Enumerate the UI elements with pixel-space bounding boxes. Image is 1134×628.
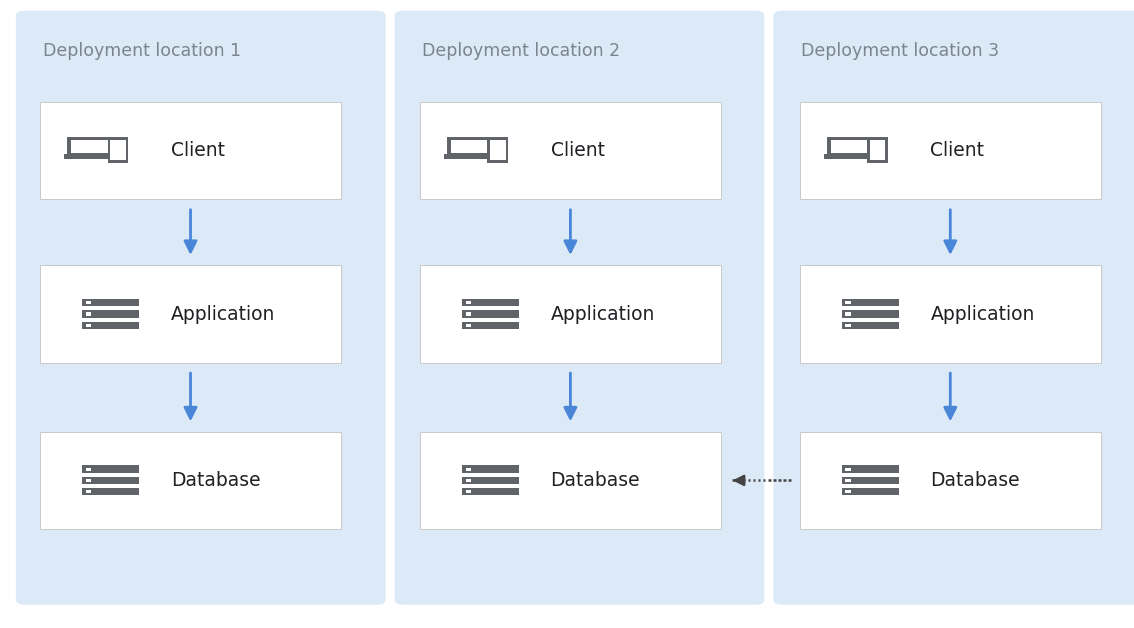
FancyBboxPatch shape bbox=[841, 465, 898, 473]
FancyBboxPatch shape bbox=[828, 137, 875, 156]
FancyBboxPatch shape bbox=[451, 139, 492, 153]
FancyBboxPatch shape bbox=[70, 139, 112, 153]
FancyBboxPatch shape bbox=[465, 301, 471, 305]
FancyBboxPatch shape bbox=[462, 322, 518, 329]
FancyBboxPatch shape bbox=[846, 467, 850, 471]
FancyBboxPatch shape bbox=[86, 312, 92, 315]
FancyBboxPatch shape bbox=[395, 11, 764, 605]
FancyBboxPatch shape bbox=[420, 432, 721, 529]
FancyBboxPatch shape bbox=[488, 137, 508, 163]
FancyBboxPatch shape bbox=[841, 322, 898, 329]
FancyBboxPatch shape bbox=[64, 154, 117, 159]
Text: Client: Client bbox=[551, 141, 604, 160]
FancyBboxPatch shape bbox=[82, 322, 139, 329]
FancyBboxPatch shape bbox=[801, 432, 1100, 529]
FancyBboxPatch shape bbox=[86, 490, 92, 494]
FancyBboxPatch shape bbox=[830, 139, 872, 153]
FancyBboxPatch shape bbox=[68, 137, 116, 156]
FancyBboxPatch shape bbox=[841, 477, 898, 484]
FancyBboxPatch shape bbox=[841, 310, 898, 318]
FancyBboxPatch shape bbox=[465, 479, 471, 482]
FancyBboxPatch shape bbox=[447, 137, 496, 156]
Text: Application: Application bbox=[551, 305, 655, 323]
FancyBboxPatch shape bbox=[465, 467, 471, 471]
FancyBboxPatch shape bbox=[841, 299, 898, 306]
FancyBboxPatch shape bbox=[462, 488, 518, 495]
FancyBboxPatch shape bbox=[801, 265, 1100, 363]
FancyBboxPatch shape bbox=[41, 432, 340, 529]
FancyBboxPatch shape bbox=[82, 488, 139, 495]
FancyBboxPatch shape bbox=[846, 301, 850, 305]
FancyBboxPatch shape bbox=[490, 140, 506, 160]
FancyBboxPatch shape bbox=[420, 102, 721, 199]
Text: Application: Application bbox=[171, 305, 276, 323]
FancyBboxPatch shape bbox=[41, 102, 340, 199]
FancyBboxPatch shape bbox=[462, 310, 518, 318]
FancyBboxPatch shape bbox=[846, 490, 850, 494]
FancyBboxPatch shape bbox=[86, 479, 92, 482]
FancyBboxPatch shape bbox=[108, 137, 128, 163]
FancyBboxPatch shape bbox=[82, 310, 139, 318]
Text: Deployment location 3: Deployment location 3 bbox=[801, 42, 999, 60]
Text: Database: Database bbox=[171, 471, 261, 490]
FancyBboxPatch shape bbox=[801, 102, 1100, 199]
FancyBboxPatch shape bbox=[823, 154, 877, 159]
FancyBboxPatch shape bbox=[420, 265, 721, 363]
FancyBboxPatch shape bbox=[110, 140, 126, 160]
FancyBboxPatch shape bbox=[82, 477, 139, 484]
FancyBboxPatch shape bbox=[82, 299, 139, 306]
Text: Client: Client bbox=[930, 141, 984, 160]
Text: Client: Client bbox=[171, 141, 225, 160]
FancyBboxPatch shape bbox=[82, 465, 139, 473]
FancyBboxPatch shape bbox=[41, 265, 340, 363]
FancyBboxPatch shape bbox=[841, 488, 898, 495]
FancyBboxPatch shape bbox=[773, 11, 1134, 605]
Text: Deployment location 2: Deployment location 2 bbox=[422, 42, 620, 60]
FancyBboxPatch shape bbox=[86, 324, 92, 327]
Text: Database: Database bbox=[930, 471, 1021, 490]
Text: Application: Application bbox=[930, 305, 1035, 323]
FancyBboxPatch shape bbox=[445, 154, 497, 159]
FancyBboxPatch shape bbox=[86, 467, 92, 471]
Text: Database: Database bbox=[551, 471, 641, 490]
FancyBboxPatch shape bbox=[846, 479, 850, 482]
FancyBboxPatch shape bbox=[868, 137, 888, 163]
FancyBboxPatch shape bbox=[462, 477, 518, 484]
FancyBboxPatch shape bbox=[870, 140, 886, 160]
Text: Deployment location 1: Deployment location 1 bbox=[43, 42, 242, 60]
FancyBboxPatch shape bbox=[86, 301, 92, 305]
FancyBboxPatch shape bbox=[846, 324, 850, 327]
FancyBboxPatch shape bbox=[465, 312, 471, 315]
FancyBboxPatch shape bbox=[465, 324, 471, 327]
FancyBboxPatch shape bbox=[465, 490, 471, 494]
FancyBboxPatch shape bbox=[462, 299, 518, 306]
FancyBboxPatch shape bbox=[462, 465, 518, 473]
FancyBboxPatch shape bbox=[16, 11, 386, 605]
FancyBboxPatch shape bbox=[846, 312, 850, 315]
